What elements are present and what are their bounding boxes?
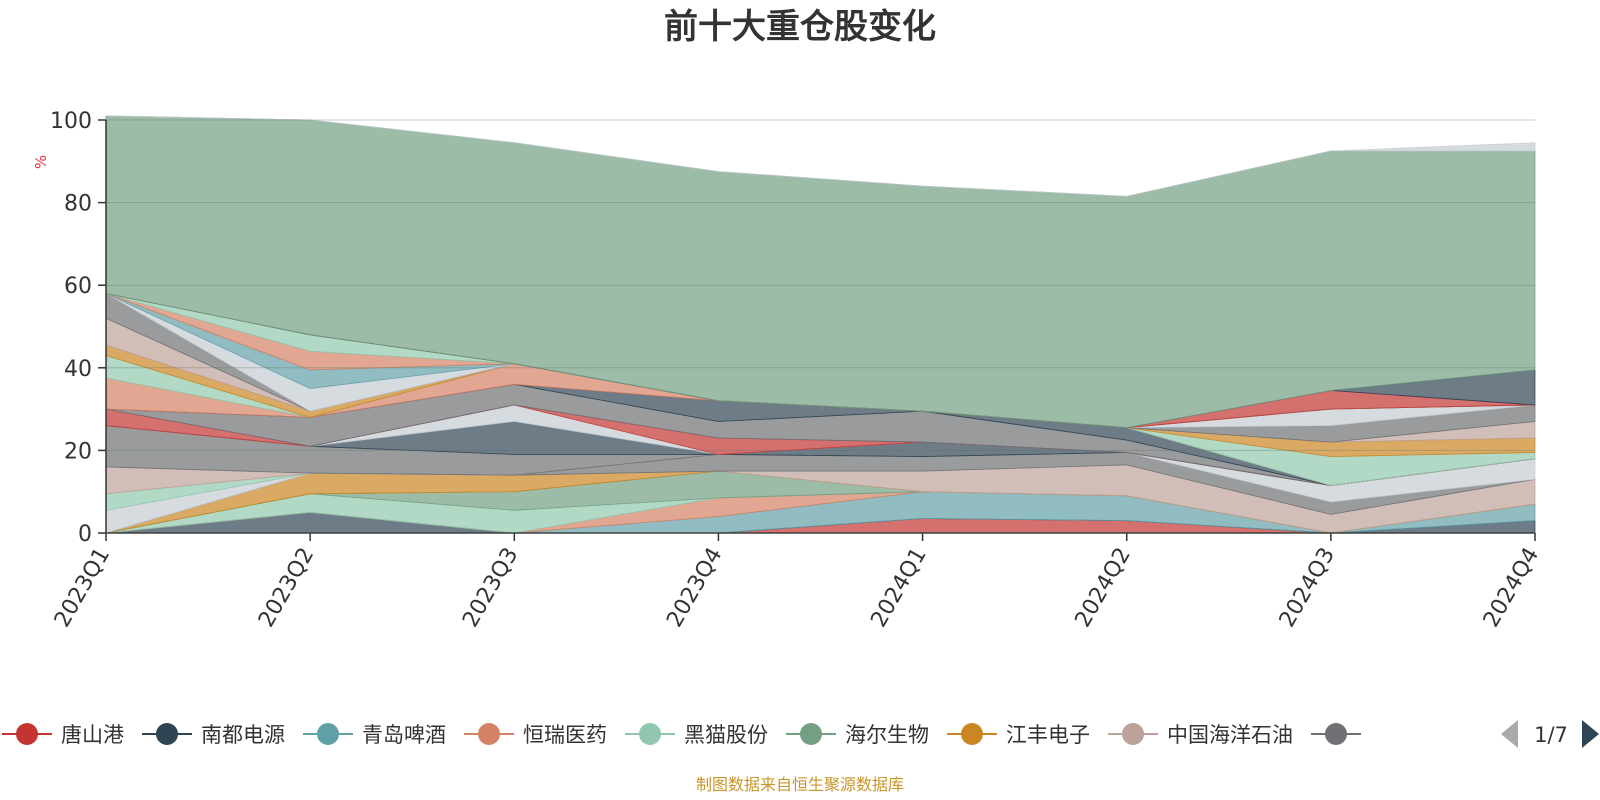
legend-item-8[interactable]: [1311, 723, 1361, 745]
legend-label: 南都电源: [201, 723, 285, 747]
legend-marker: [478, 723, 500, 745]
legend-marker: [317, 723, 339, 745]
legend-label: 唐山港: [61, 723, 124, 747]
x-tick-label: 2024Q3: [1275, 544, 1340, 632]
x-tick-label: 2023Q4: [662, 544, 727, 632]
legend-label: 青岛啤酒: [362, 723, 446, 747]
legend-marker: [1122, 723, 1144, 745]
legend-page-indicator: 1/7: [1534, 723, 1568, 747]
x-tick-label: 2023Q1: [50, 544, 115, 632]
legend-marker: [156, 723, 178, 745]
legend-item-6[interactable]: 江丰电子: [947, 723, 1090, 747]
legend-label: 恒瑞医药: [523, 723, 607, 747]
legend-item-7[interactable]: 中国海洋石油: [1108, 723, 1293, 747]
y-tick-label: 80: [64, 192, 92, 217]
legend-item-5[interactable]: 海尔生物: [786, 723, 929, 747]
x-tick-label: 2024Q1: [866, 544, 931, 632]
y-tick-label: 0: [78, 522, 92, 547]
x-tick-label: 2023Q3: [458, 544, 523, 632]
legend-label: 海尔生物: [845, 723, 929, 747]
y-axis-unit: %: [32, 155, 50, 169]
area-series-30[interactable]: [105, 115, 1536, 197]
legend-marker: [961, 723, 983, 745]
legend-marker: [639, 723, 661, 745]
legend-item-0[interactable]: 唐山港: [2, 723, 124, 747]
legend-item-3[interactable]: 恒瑞医药: [464, 723, 607, 747]
legend-item-2[interactable]: 青岛啤酒: [303, 723, 446, 747]
y-tick-label: 20: [64, 439, 92, 464]
legend-label: 江丰电子: [1006, 723, 1090, 747]
legend-pager[interactable]: 1/7: [1501, 720, 1599, 748]
legend-marker: [16, 723, 38, 745]
y-tick-label: 60: [64, 274, 92, 299]
plot-areas[interactable]: [105, 115, 1536, 534]
source-note: 制图数据来自恒生聚源数据库: [696, 775, 904, 794]
prev-page-icon[interactable]: [1501, 720, 1518, 748]
y-tick-label: 40: [64, 357, 92, 382]
next-page-icon[interactable]: [1582, 720, 1599, 748]
legend-marker: [1325, 723, 1347, 745]
legend[interactable]: 唐山港 南都电源 青岛啤酒 恒瑞医药 黑猫股份 海尔生物 江丰电子 中国海洋石油 1/7: [2, 720, 1599, 748]
legend-marker: [800, 723, 822, 745]
grid: [106, 119, 1535, 534]
y-tick-label: 100: [50, 109, 92, 134]
chart-title: 前十大重仓股变化: [664, 7, 936, 47]
legend-item-4[interactable]: 黑猫股份: [625, 723, 768, 747]
legend-label: 中国海洋石油: [1167, 723, 1293, 747]
x-tick-label: 2023Q2: [254, 544, 319, 632]
x-tick-label: 2024Q4: [1479, 544, 1544, 632]
legend-item-1[interactable]: 南都电源: [142, 723, 285, 747]
legend-label: 黑猫股份: [684, 723, 768, 747]
x-tick-label: 2024Q2: [1071, 544, 1136, 632]
